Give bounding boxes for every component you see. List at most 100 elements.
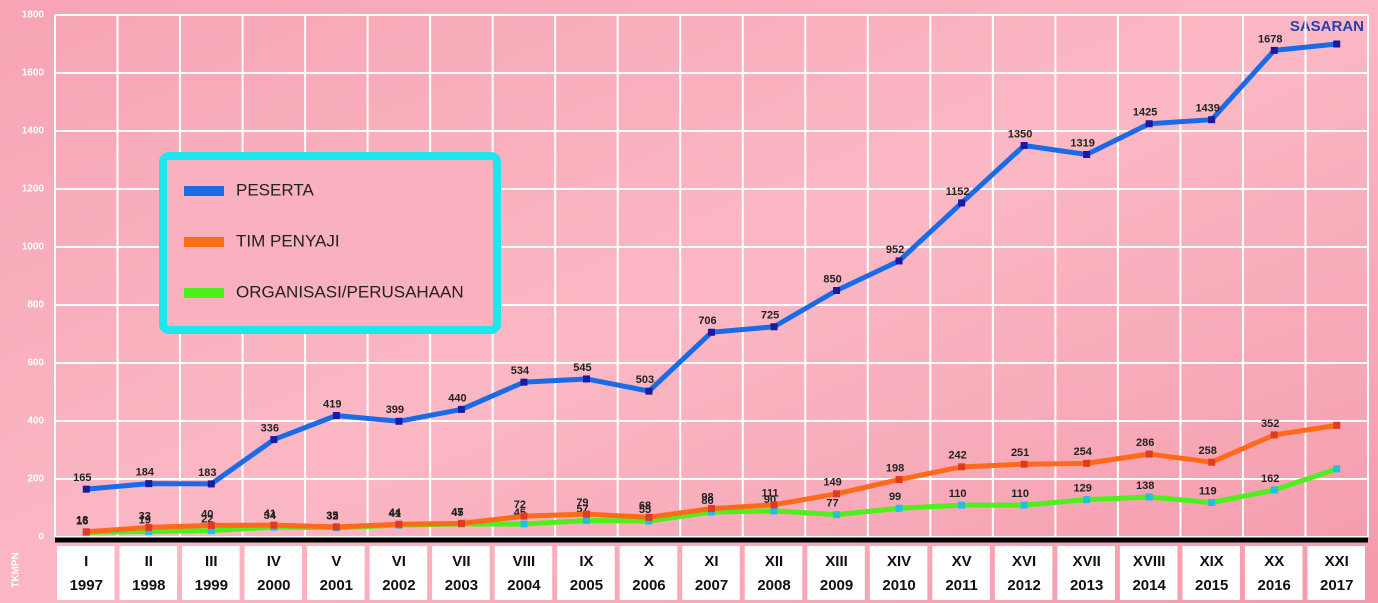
data-point [457,405,465,413]
x-tick-year: 2011 [945,577,978,594]
x-tick-year: 2014 [1132,577,1166,594]
x-tick-year: 2015 [1195,577,1228,594]
x-tick-label: I [84,553,88,570]
category-box [744,546,803,600]
data-point [958,501,966,509]
data-point [770,323,778,331]
data-point [708,505,715,513]
data-point [582,375,590,383]
data-label: 98 [701,491,713,503]
category-box [1182,546,1240,600]
y-tick-label: 800 [27,300,44,311]
data-point [395,520,403,528]
x-tick-year: 2016 [1258,577,1291,594]
data-point [1333,465,1341,473]
data-point [207,480,215,488]
x-tick-year: 2013 [1070,577,1103,594]
x-tick-label: XII [765,553,783,570]
x-tick-year: 2001 [320,577,353,594]
data-label: 138 [1136,480,1154,492]
data-label: 399 [386,404,404,416]
data-label: 57 [576,503,588,515]
legend-swatch [184,237,224,247]
data-label: 86 [701,495,713,507]
data-label: 19 [139,514,151,526]
data-point [1083,150,1091,158]
y-tick-label: 0 [38,532,44,543]
data-point [82,485,90,493]
category-box [807,546,865,600]
data-label: 352 [1261,418,1279,430]
data-label: 706 [698,315,716,327]
data-point [457,519,465,527]
data-point [1208,458,1216,466]
legend-swatch [184,288,224,298]
category-box [869,546,928,600]
data-label: 198 [886,462,904,474]
category-box [1119,546,1178,600]
x-tick-label: VIII [513,553,536,570]
data-point [145,523,153,531]
data-point [1020,501,1028,509]
category-box [182,546,240,600]
x-tick-year: 1998 [132,577,165,594]
x-tick-label: X [644,553,654,570]
x-tick-year: 1997 [70,577,103,594]
x-tick-label: XI [704,553,718,570]
data-point [833,511,841,519]
category-box [1057,546,1115,600]
data-point [582,510,590,518]
x-tick-label: V [331,553,341,570]
data-label: 16 [76,515,88,527]
data-label: 68 [639,500,651,512]
data-point [520,378,528,386]
x-tick-label: IV [267,553,281,570]
category-box [432,546,490,600]
y-tick-label: 1600 [22,68,45,79]
data-label: 32 [326,511,338,523]
data-label: 725 [761,310,779,322]
x-tick-year: 2017 [1320,577,1353,594]
data-point [1083,496,1091,504]
data-point [1208,116,1216,124]
x-tick-label: XVII [1072,553,1100,570]
x-tick-year: 2012 [1007,577,1040,594]
data-label: 165 [73,472,91,484]
data-label: 254 [1073,446,1092,458]
data-label: 503 [636,374,654,386]
data-label: 41 [389,508,401,520]
category-box [1244,546,1303,600]
data-label: 55 [639,504,651,516]
data-point [1270,46,1278,54]
category-box [557,546,615,600]
category-box [244,546,303,600]
data-point [1020,142,1028,149]
data-point [708,328,715,336]
data-point [1333,421,1341,429]
data-point [645,387,653,395]
data-point [395,417,403,425]
data-label: 33 [139,510,151,522]
data-point [770,507,778,515]
data-point [645,517,653,525]
data-point [1270,486,1278,494]
data-label: 45 [451,507,463,519]
x-tick-label: IX [579,553,593,570]
x-tick-year: 2008 [757,577,790,594]
x-tick-label: VI [392,553,406,570]
data-point [770,501,778,509]
data-label: 242 [948,450,966,462]
y-tick-label: 1400 [22,126,45,137]
data-point [270,436,278,444]
data-label: 1350 [1008,128,1032,140]
data-point [895,257,903,265]
x-tick-year: 2007 [695,577,728,594]
data-label: 545 [573,362,591,374]
data-label: 1152 [946,186,970,198]
data-label: 119 [1199,485,1217,497]
category-box [932,546,990,600]
legend-label: PESERTA [236,180,314,199]
data-point [895,476,903,484]
data-label: 77 [826,498,838,510]
